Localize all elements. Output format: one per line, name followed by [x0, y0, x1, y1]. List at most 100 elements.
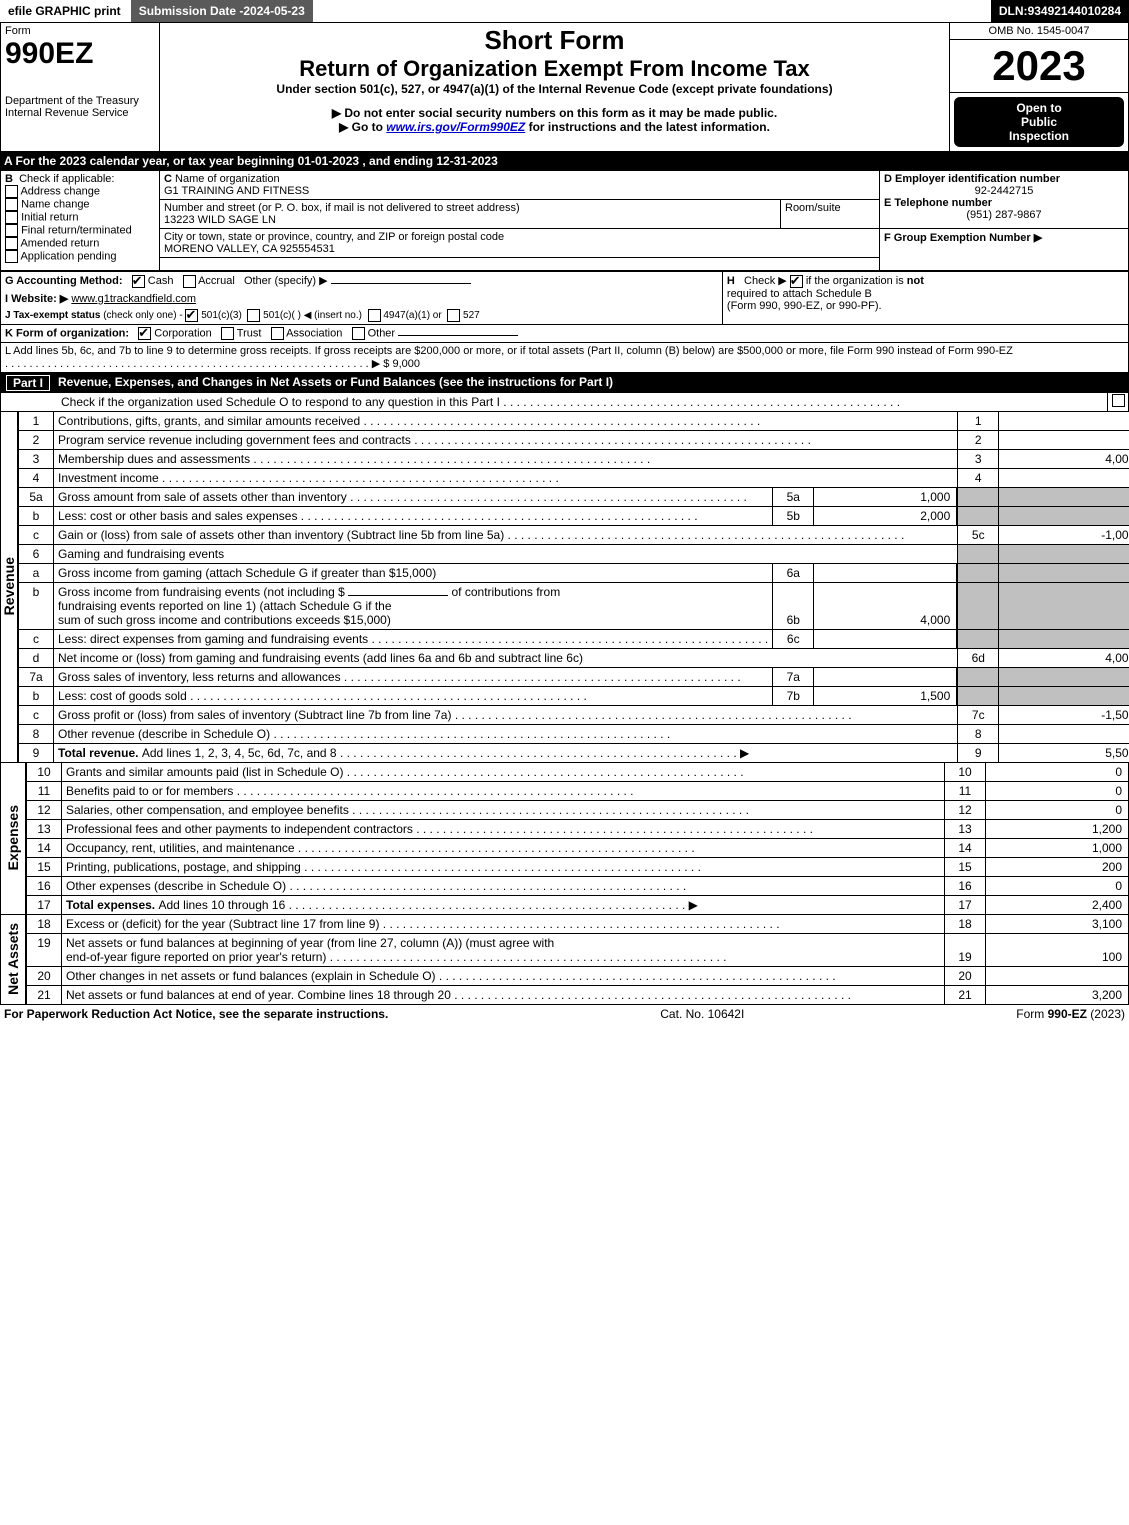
ln-13-desc: Professional fees and other payments to … [66, 822, 413, 836]
ln-12-rn: 12 [944, 801, 985, 819]
cb-address-change[interactable] [5, 185, 18, 198]
cb-initial-return[interactable] [5, 211, 18, 224]
ln-7c-desc: Gross profit or (loss) from sales of inv… [58, 708, 451, 722]
top-bar: efile GRAPHIC print Submission Date - 20… [0, 0, 1129, 22]
ln-6c-rv [998, 630, 1129, 648]
revenue-vlabel: Revenue [1, 557, 17, 615]
open3: Inspection [1009, 129, 1069, 143]
ln-6b-input[interactable] [348, 595, 448, 596]
ln-6-rv [998, 545, 1129, 563]
note-goto: ▶ Go to www.irs.gov/Form990EZ for instru… [164, 120, 945, 134]
cb-amended[interactable] [5, 237, 18, 250]
ln-10-rv: 0 [985, 763, 1128, 781]
other-org-input[interactable] [398, 335, 518, 336]
revenue-sidelabel: Revenue [0, 412, 18, 763]
ln-1-desc: Contributions, gifts, grants, and simila… [58, 414, 360, 428]
open1: Open to [1016, 101, 1061, 115]
ln-6b-d4: sum of such gross income and contributio… [58, 613, 391, 627]
line-7c: c Gross profit or (loss) from sales of i… [18, 706, 1129, 725]
ln-6a-sv [814, 564, 957, 582]
cb-name-change[interactable] [5, 198, 18, 211]
lbl-527: 527 [463, 310, 480, 321]
room-suite: Room/suite [780, 200, 879, 228]
ln-16-rv: 0 [985, 877, 1128, 895]
lbl-final: Final return/terminated [21, 224, 132, 236]
ln-7b-sn: 7b [772, 687, 814, 705]
ln-3-desc: Membership dues and assessments [58, 452, 250, 466]
cb-501c3[interactable] [185, 309, 198, 322]
cb-app-pending[interactable] [5, 250, 18, 263]
ln-5c-no: c [19, 526, 54, 544]
ln-20-no: 20 [27, 967, 62, 985]
h-check: Check ▶ [744, 275, 787, 287]
ln-14-no: 14 [27, 839, 62, 857]
cb-501c[interactable] [247, 309, 260, 322]
cb-4947[interactable] [368, 309, 381, 322]
line-10: 10 Grants and similar amounts paid (list… [26, 763, 1129, 782]
cb-corp[interactable] [138, 327, 151, 340]
efile-print[interactable]: efile GRAPHIC print [0, 0, 131, 22]
form-number: 990EZ [5, 37, 155, 71]
line-6b: b Gross income from fundraising events (… [18, 583, 1129, 630]
ln-6c-desc: Less: direct expenses from gaming and fu… [58, 632, 368, 646]
ln-3-no: 3 [19, 450, 54, 468]
revenue-group: Revenue 1 Contributions, gifts, grants, … [0, 412, 1129, 763]
ln-5c-desc: Gain or (loss) from sale of assets other… [58, 528, 504, 542]
note-goto-post: for instructions and the latest informat… [529, 120, 770, 134]
ln-19-desc: Net assets or fund balances at beginning… [66, 936, 554, 950]
l-dots [5, 358, 369, 370]
cb-527[interactable] [447, 309, 460, 322]
i-label: I Website: ▶ [5, 293, 68, 305]
ln-5b-desc: Less: cost or other basis and sales expe… [58, 509, 297, 523]
cb-final-return[interactable] [5, 224, 18, 237]
ln-17-desc: Add lines 10 through 16 [158, 898, 285, 912]
h-t3: required to attach Schedule B [727, 288, 872, 300]
ln-8-rv [998, 725, 1129, 743]
open2: Public [1021, 115, 1057, 129]
ln-1-rv [998, 412, 1129, 430]
ln-13-no: 13 [27, 820, 62, 838]
cb-cash[interactable] [132, 275, 145, 288]
cb-trust[interactable] [221, 327, 234, 340]
netassets-sidelabel: Net Assets [0, 915, 26, 1005]
irs-link[interactable]: www.irs.gov/Form990EZ [386, 120, 525, 134]
line-5c: c Gain or (loss) from sale of assets oth… [18, 526, 1129, 545]
ln-21-no: 21 [27, 986, 62, 1004]
l-amount: 9,000 [392, 358, 420, 370]
ln-6b-sn: 6b [772, 583, 814, 629]
ln-5c-rv: -1,000 [998, 526, 1129, 544]
h-label: H [727, 275, 735, 287]
topbar-spacer [315, 0, 991, 22]
subdate-label: Submission Date - [139, 4, 244, 18]
cb-accrual[interactable] [183, 275, 196, 288]
ln-14-rn: 14 [944, 839, 985, 857]
ln-5a-desc: Gross amount from sale of assets other t… [58, 490, 347, 504]
line-1: 1 Contributions, gifts, grants, and simi… [18, 412, 1129, 431]
ln-5a-rv [998, 488, 1129, 506]
ln-4-rv [998, 469, 1129, 487]
dln-label: DLN: [999, 4, 1028, 18]
tax-year: 2023 [950, 40, 1129, 93]
ln-16-rn: 16 [944, 877, 985, 895]
ln-6d-rv: 4,000 [998, 649, 1129, 667]
line-7a: 7a Gross sales of inventory, less return… [18, 668, 1129, 687]
line-16: 16 Other expenses (describe in Schedule … [26, 877, 1129, 896]
ln-5a-sv: 1,000 [814, 488, 957, 506]
line-11: 11 Benefits paid to or for members 11 0 [26, 782, 1129, 801]
ln-7c-rn: 7c [957, 706, 998, 724]
other-method-input[interactable] [331, 283, 471, 284]
part1-check-dots [503, 395, 900, 409]
ln-15-desc: Printing, publications, postage, and shi… [66, 860, 301, 874]
part1-check-row: Check if the organization used Schedule … [0, 393, 1129, 412]
cb-assoc[interactable] [271, 327, 284, 340]
cb-other-org[interactable] [352, 327, 365, 340]
g-h-block: G Accounting Method: Cash Accrual Other … [0, 271, 1129, 325]
cb-not-required[interactable] [790, 275, 803, 288]
section-l: L Add lines 5b, 6c, and 7b to line 9 to … [0, 343, 1129, 373]
website-link[interactable]: www.g1trackandfield.com [71, 293, 196, 305]
ln-6c-rn [957, 630, 998, 648]
line-5a: 5a Gross amount from sale of assets othe… [18, 488, 1129, 507]
ln-14-desc: Occupancy, rent, utilities, and maintena… [66, 841, 295, 855]
cb-schedule-o[interactable] [1112, 394, 1125, 407]
ln-8-rn: 8 [957, 725, 998, 743]
